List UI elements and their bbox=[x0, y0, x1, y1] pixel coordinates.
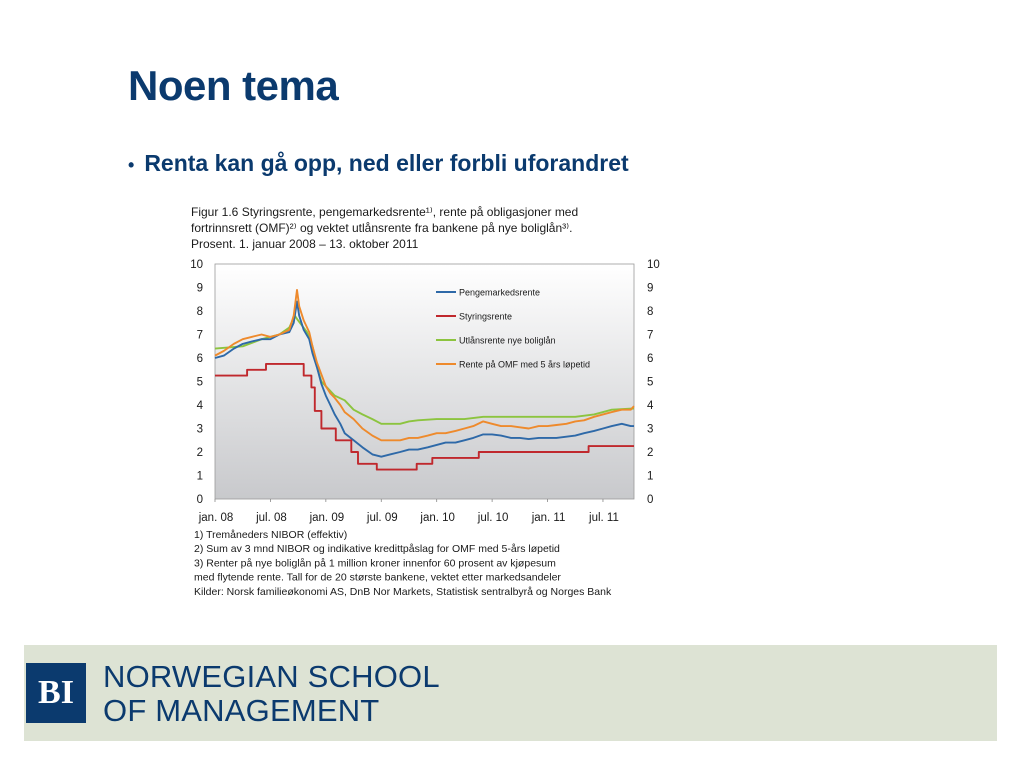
series-line bbox=[214, 314, 635, 425]
school-name-line1: NORWEGIAN SCHOOL bbox=[103, 659, 440, 694]
y-tick-label: 2 bbox=[197, 447, 203, 459]
x-tick-label: jan. 09 bbox=[309, 512, 345, 524]
footnote-line: Kilder: Norsk familieøkonomi AS, DnB Nor… bbox=[194, 586, 612, 598]
series-lines bbox=[214, 288, 635, 471]
legend-label: Styringsrente bbox=[459, 312, 512, 322]
footnote-line: med flytende rente. Tall for de 20 størs… bbox=[194, 572, 561, 584]
y-tick-label: 1 bbox=[197, 471, 203, 483]
x-tick-label: jul. 08 bbox=[255, 512, 287, 524]
legend-label: Utlånsrente nye boliglån bbox=[459, 336, 556, 346]
y-tick-label: 4 bbox=[197, 400, 204, 412]
y-tick-label-right: 2 bbox=[647, 447, 653, 459]
bullet-text: Renta kan gå opp, ned eller forbli ufora… bbox=[144, 150, 629, 176]
footnote-line: 3) Renter på nye boliglån på 1 million k… bbox=[194, 557, 556, 569]
legend: Pengemarkedsrente Styringsrente Utlånsrent… bbox=[436, 288, 590, 370]
series-line bbox=[215, 362, 634, 471]
x-tick-label: jul. 09 bbox=[366, 512, 398, 524]
y-tick-label-right: 7 bbox=[647, 330, 653, 342]
y-tick-label: 9 bbox=[197, 283, 203, 295]
x-axis: jan. 08 jul. 08 jan. 09 jul. 09 jan. 10 jul. … bbox=[198, 499, 619, 524]
x-tick-label: jan. 10 bbox=[419, 512, 455, 524]
slide-title: Noen tema bbox=[128, 62, 339, 109]
series-line bbox=[214, 288, 635, 442]
school-name: NORWEGIAN SCHOOL OF MANAGEMENT bbox=[103, 660, 440, 728]
y-tick-label-right: 0 bbox=[647, 494, 653, 506]
y-axis-right: 0 1 2 3 4 5 6 7 8 9 10 bbox=[647, 259, 660, 506]
footnotes: 1) Tremåneders NIBOR (effektiv) 2) Sum av… bbox=[194, 529, 612, 598]
school-name-line2: OF MANAGEMENT bbox=[103, 693, 380, 728]
plot-area bbox=[214, 263, 635, 500]
footnote-line: 1) Tremåneders NIBOR (effektiv) bbox=[194, 529, 347, 541]
x-tick-label: jan. 11 bbox=[531, 512, 566, 524]
chart-title-line: fortrinnsrett (OMF)²⁾ og vektet utlånsre… bbox=[191, 221, 572, 235]
y-tick-label-right: 5 bbox=[647, 377, 653, 389]
legend-label: Pengemarkedsrente bbox=[459, 288, 540, 298]
chart-title-line: Prosent. 1. januar 2008 – 13. oktober 20… bbox=[191, 237, 419, 251]
y-tick-label-right: 10 bbox=[647, 259, 660, 271]
y-tick-label-right: 9 bbox=[647, 283, 653, 295]
y-axis-left: 0 1 2 3 4 5 6 7 8 9 10 bbox=[190, 259, 203, 506]
x-tick-label: jan. 08 bbox=[198, 512, 234, 524]
y-tick-label-right: 4 bbox=[647, 400, 654, 412]
chart-figure: Figur 1.6 Styringsrente, pengemarkedsren… bbox=[190, 205, 660, 598]
y-tick-label: 0 bbox=[197, 494, 203, 506]
chart-title-line: Figur 1.6 Styringsrente, pengemarkedsren… bbox=[191, 205, 578, 219]
y-tick-label: 8 bbox=[197, 306, 203, 318]
y-tick-label-right: 6 bbox=[647, 353, 653, 365]
y-tick-label: 7 bbox=[197, 330, 203, 342]
bi-logo: BI bbox=[26, 663, 86, 723]
series-line bbox=[214, 300, 634, 458]
y-tick-label-right: 3 bbox=[647, 424, 653, 436]
footnote-line: 2) Sum av 3 mnd NIBOR og indikative kred… bbox=[194, 543, 560, 555]
bullet-item: • Renta kan gå opp, ned eller forbli ufo… bbox=[128, 150, 629, 177]
y-tick-label: 3 bbox=[197, 424, 203, 436]
bullet-dot: • bbox=[128, 155, 135, 175]
x-tick-label: jul. 10 bbox=[477, 512, 509, 524]
y-tick-label: 10 bbox=[190, 259, 203, 271]
y-tick-label-right: 1 bbox=[647, 471, 653, 483]
legend-label: Rente på OMF med 5 års løpetid bbox=[459, 360, 590, 370]
y-tick-label: 5 bbox=[197, 377, 203, 389]
x-tick-label: jul. 11 bbox=[588, 512, 619, 524]
chart-title: Figur 1.6 Styringsrente, pengemarkedsren… bbox=[191, 205, 578, 251]
footer-band bbox=[24, 645, 997, 741]
y-tick-label: 6 bbox=[197, 353, 203, 365]
y-tick-label-right: 8 bbox=[647, 306, 653, 318]
